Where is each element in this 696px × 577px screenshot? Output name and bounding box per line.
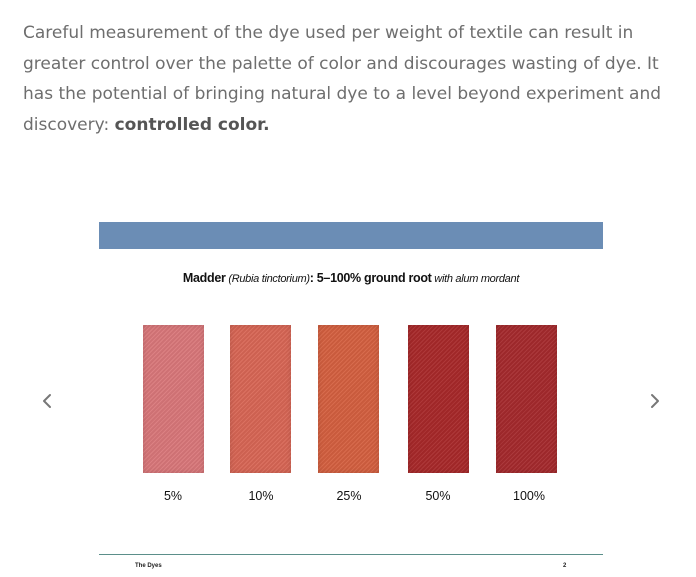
footer-section-title: The Dyes bbox=[135, 563, 162, 569]
swatch-label: 25% bbox=[336, 489, 362, 503]
footer-divider bbox=[99, 554, 603, 555]
caption-latin-name: (Rubia tinctorium) bbox=[225, 273, 310, 285]
footer-page-number: 2 bbox=[563, 563, 567, 569]
intro-paragraph: Careful measurement of the dye used per … bbox=[23, 18, 683, 140]
slide-caption: Madder (Rubia tinctorium): 5–100% ground… bbox=[99, 271, 603, 285]
carousel-next-button[interactable] bbox=[643, 388, 667, 414]
swatch-100-percent bbox=[496, 325, 557, 473]
swatch-label: 10% bbox=[248, 489, 274, 503]
caption-mordant: with alum mordant bbox=[431, 273, 520, 285]
slide-header-band bbox=[99, 222, 603, 249]
swatch-label: 50% bbox=[425, 489, 451, 503]
intro-emphasis: controlled color. bbox=[114, 114, 270, 135]
caption-dye-name: Madder bbox=[182, 271, 226, 285]
chevron-right-icon bbox=[651, 394, 659, 408]
carousel-prev-button[interactable] bbox=[35, 388, 59, 414]
swatch-5-percent bbox=[143, 325, 204, 473]
swatch-label: 5% bbox=[163, 489, 183, 503]
carousel-slide: Madder (Rubia tinctorium): 5–100% ground… bbox=[99, 222, 603, 577]
chevron-left-icon bbox=[43, 394, 51, 408]
swatch-label: 100% bbox=[513, 489, 545, 503]
swatch-25-percent bbox=[318, 325, 379, 473]
swatch-50-percent bbox=[408, 325, 469, 473]
intro-text: Careful measurement of the dye used per … bbox=[23, 23, 662, 135]
swatch-10-percent bbox=[230, 325, 291, 473]
caption-range: : 5–100% ground root bbox=[309, 271, 432, 285]
